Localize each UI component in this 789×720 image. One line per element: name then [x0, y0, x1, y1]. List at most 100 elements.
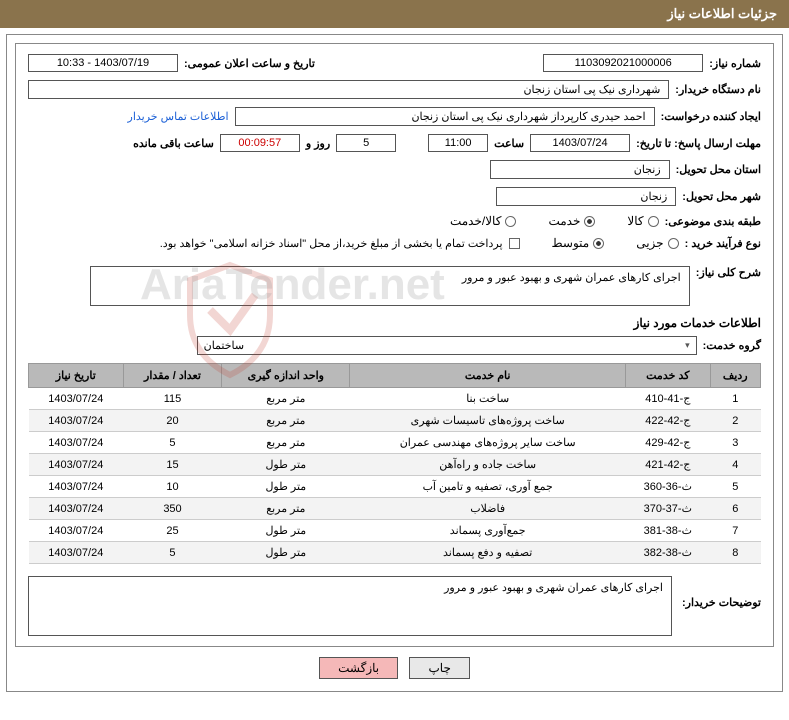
- back-button[interactable]: بازگشت: [319, 657, 398, 679]
- deadline-label: مهلت ارسال پاسخ: تا تاریخ:: [636, 137, 761, 150]
- table-cell: ج-42-429: [626, 432, 710, 454]
- table-cell: 350: [123, 498, 222, 520]
- table-cell: ث-38-381: [626, 520, 710, 542]
- radio-medium[interactable]: [593, 238, 604, 249]
- requester-label: ایجاد کننده درخواست:: [661, 110, 761, 123]
- announce-field: 1403/07/19 - 10:33: [28, 54, 178, 72]
- general-desc-label: شرح کلی نیاز:: [696, 266, 761, 279]
- need-number-field: 1103092021000006: [543, 54, 703, 72]
- table-cell: ج-41-410: [626, 388, 710, 410]
- radio-partial[interactable]: [668, 238, 679, 249]
- table-cell: جمع آوری، تصفیه و تامین آب: [350, 476, 626, 498]
- table-cell: 2: [710, 410, 760, 432]
- buyer-explain-field[interactable]: اجرای کارهای عمران شهری و بهبود عبور و م…: [28, 576, 672, 636]
- table-cell: ث-36-360: [626, 476, 710, 498]
- deadline-date-field: 1403/07/24: [530, 134, 630, 152]
- table-cell: ساخت سایر پروژه‌های مهندسی عمران: [350, 432, 626, 454]
- table-cell: 1403/07/24: [29, 432, 124, 454]
- table-cell: متر مربع: [222, 432, 350, 454]
- time-label: ساعت: [494, 137, 524, 150]
- table-row: 5ث-36-360جمع آوری، تصفیه و تامین آبمتر ط…: [29, 476, 761, 498]
- table-header: نام خدمت: [350, 364, 626, 388]
- table-cell: 4: [710, 454, 760, 476]
- service-group-dropdown[interactable]: ساختمان: [197, 336, 697, 355]
- table-cell: ج-42-422: [626, 410, 710, 432]
- radio-goods-service[interactable]: [505, 216, 516, 227]
- radio-goods[interactable]: [648, 216, 659, 227]
- table-cell: ساخت بنا: [350, 388, 626, 410]
- table-cell: ساخت جاده و راه‌آهن: [350, 454, 626, 476]
- table-cell: 15: [123, 454, 222, 476]
- table-row: 6ث-37-370فاضلابمتر مربع3501403/07/24: [29, 498, 761, 520]
- payment-note: پرداخت تمام یا بخشی از مبلغ خرید،از محل …: [160, 237, 503, 250]
- table-cell: 115: [123, 388, 222, 410]
- city-label: شهر محل تحویل:: [682, 190, 761, 203]
- province-label: استان محل تحویل:: [676, 163, 761, 176]
- days-suffix: روز و: [306, 137, 330, 150]
- radio-goods-label: کالا: [627, 214, 643, 228]
- need-number-label: شماره نیاز:: [709, 57, 761, 70]
- buyer-org-field: شهرداری نیک پی استان زنجان: [28, 80, 669, 99]
- table-row: 8ث-38-382تصفیه و دفع پسماندمتر طول51403/…: [29, 542, 761, 564]
- table-cell: 1403/07/24: [29, 388, 124, 410]
- table-cell: 20: [123, 410, 222, 432]
- radio-partial-label: جزیی: [636, 236, 663, 250]
- table-cell: 1403/07/24: [29, 410, 124, 432]
- services-table: ردیفکد خدمتنام خدمتواحد اندازه گیریتعداد…: [28, 363, 761, 564]
- countdown-field: 00:09:57: [220, 134, 300, 152]
- table-row: 4ج-42-421ساخت جاده و راه‌آهنمتر طول15140…: [29, 454, 761, 476]
- table-cell: 1: [710, 388, 760, 410]
- table-header: ردیف: [710, 364, 760, 388]
- table-cell: 3: [710, 432, 760, 454]
- table-cell: جمع‌آوری پسماند: [350, 520, 626, 542]
- table-cell: متر طول: [222, 454, 350, 476]
- service-group-value: ساختمان: [204, 339, 244, 352]
- table-cell: 5: [123, 432, 222, 454]
- table-cell: ساخت پروژه‌های تاسیسات شهری: [350, 410, 626, 432]
- table-cell: 1403/07/24: [29, 498, 124, 520]
- table-row: 7ث-38-381جمع‌آوری پسماندمتر طول251403/07…: [29, 520, 761, 542]
- purchase-type-label: نوع فرآیند خرید :: [685, 237, 761, 250]
- radio-service[interactable]: [584, 216, 595, 227]
- table-header: کد خدمت: [626, 364, 710, 388]
- city-field: زنجان: [496, 187, 676, 206]
- table-cell: 1403/07/24: [29, 454, 124, 476]
- services-header: اطلاعات خدمات مورد نیاز: [28, 316, 761, 330]
- announce-label: تاریخ و ساعت اعلان عمومی:: [184, 57, 315, 70]
- table-cell: 8: [710, 542, 760, 564]
- table-cell: 1403/07/24: [29, 476, 124, 498]
- table-cell: متر مربع: [222, 410, 350, 432]
- radio-service-label: خدمت: [548, 214, 580, 228]
- table-row: 2ج-42-422ساخت پروژه‌های تاسیسات شهریمتر …: [29, 410, 761, 432]
- days-field: 5: [336, 134, 396, 152]
- table-cell: 25: [123, 520, 222, 542]
- table-header: تاریخ نیاز: [29, 364, 124, 388]
- table-cell: تصفیه و دفع پسماند: [350, 542, 626, 564]
- deadline-time-field: 11:00: [428, 134, 488, 152]
- table-cell: متر مربع: [222, 388, 350, 410]
- contact-link[interactable]: اطلاعات تماس خریدار: [128, 110, 229, 123]
- print-button[interactable]: چاپ: [409, 657, 469, 679]
- table-cell: 5: [123, 542, 222, 564]
- remaining-label: ساعت باقی مانده: [133, 137, 214, 150]
- general-desc-field[interactable]: اجرای کارهای عمران شهری و بهبود عبور و م…: [90, 266, 690, 306]
- requester-field: احمد حیدری کارپرداز شهرداری نیک پی استان…: [235, 107, 655, 126]
- form-panel: شماره نیاز: 1103092021000006 تاریخ و ساع…: [15, 43, 774, 647]
- table-row: 3ج-42-429ساخت سایر پروژه‌های مهندسی عمرا…: [29, 432, 761, 454]
- table-cell: متر طول: [222, 476, 350, 498]
- table-cell: متر طول: [222, 520, 350, 542]
- table-cell: 7: [710, 520, 760, 542]
- table-cell: فاضلاب: [350, 498, 626, 520]
- table-cell: ث-38-382: [626, 542, 710, 564]
- table-cell: متر مربع: [222, 498, 350, 520]
- table-cell: 6: [710, 498, 760, 520]
- subject-class-label: طبقه بندی موضوعی:: [665, 215, 761, 228]
- table-cell: ج-42-421: [626, 454, 710, 476]
- payment-checkbox[interactable]: [509, 238, 520, 249]
- radio-medium-label: متوسط: [552, 236, 590, 250]
- province-field: زنجان: [490, 160, 670, 179]
- table-row: 1ج-41-410ساخت بنامتر مربع1151403/07/24: [29, 388, 761, 410]
- service-group-label: گروه خدمت:: [703, 339, 761, 352]
- table-cell: 1403/07/24: [29, 520, 124, 542]
- buyer-explain-label: توضیحات خریدار:: [682, 576, 761, 609]
